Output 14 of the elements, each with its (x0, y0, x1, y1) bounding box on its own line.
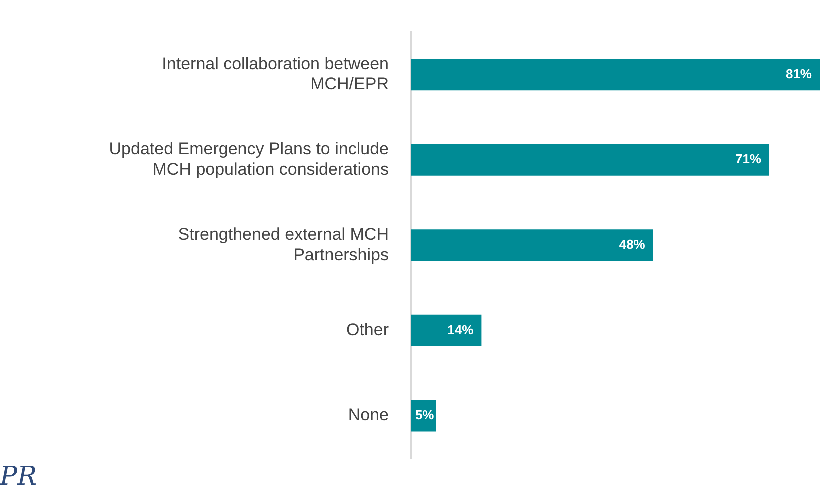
y-tick-label: Updated Emergency Plans to include MCH population considerations (109, 140, 389, 180)
data-label: 14% (448, 322, 474, 338)
bar (411, 59, 820, 91)
data-label: 71% (735, 152, 762, 167)
data-label: 48% (619, 236, 646, 252)
y-tick-label: Internal collaboration between MCH/EPR (162, 54, 389, 94)
bar (411, 144, 770, 176)
data-label: 5% (415, 408, 435, 423)
data-label: 81% (786, 66, 812, 82)
bar (411, 314, 482, 346)
y-tick-label: Other (346, 320, 390, 340)
bar (411, 230, 654, 262)
y-tick-label: None (348, 406, 389, 425)
y-tick-label: Strengthened external MCH Partnerships (178, 224, 389, 264)
